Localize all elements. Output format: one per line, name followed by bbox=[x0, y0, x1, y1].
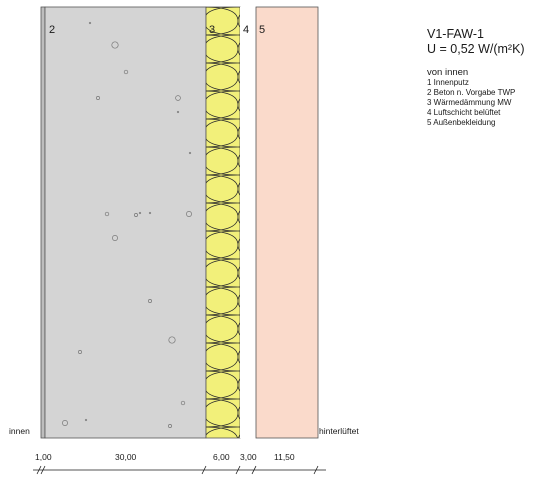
layer-air-gap bbox=[240, 7, 256, 438]
layer-cladding bbox=[255, 6, 319, 439]
dimension-cladding: 11,50 bbox=[274, 452, 295, 462]
layer-number-4: 4 bbox=[243, 24, 249, 36]
legend-item: 3 Wärmedämmung MW bbox=[427, 98, 512, 107]
layer-concrete bbox=[44, 6, 207, 439]
layer-number-3: 3 bbox=[209, 24, 215, 36]
legend: V1-FAW-1 U = 0,52 W/(m²K) von innen 1 In… bbox=[427, 27, 558, 128]
dimension-line bbox=[33, 465, 326, 475]
legend-item: 5 Außenbekleidung bbox=[427, 118, 496, 127]
legend-item: 4 Luftschicht belüftet bbox=[427, 108, 501, 117]
dimension-air-gap: 3,00 bbox=[240, 452, 257, 462]
legend-item: 1 Innenputz bbox=[427, 78, 469, 87]
legend-subtitle: von innen bbox=[427, 67, 469, 78]
layer-number-2: 2 bbox=[49, 24, 55, 36]
dimension-insulation: 6,00 bbox=[213, 452, 230, 462]
dimension-concrete: 30,00 bbox=[115, 452, 137, 462]
legend-item: 2 Beton n. Vorgabe TWP bbox=[427, 88, 516, 97]
insulation-hatch bbox=[206, 7, 240, 438]
concrete-aggregate bbox=[62, 21, 192, 428]
u-value: U = 0,52 W/(m²K) bbox=[427, 42, 525, 56]
dimension-plaster: 1,00 bbox=[35, 452, 52, 462]
outside-label: hinterlüftet bbox=[319, 426, 359, 436]
layer-plaster bbox=[40, 6, 46, 439]
inside-label: innen bbox=[9, 426, 30, 436]
legend-title: V1-FAW-1 bbox=[427, 27, 484, 41]
layer-number-5: 5 bbox=[259, 24, 265, 36]
